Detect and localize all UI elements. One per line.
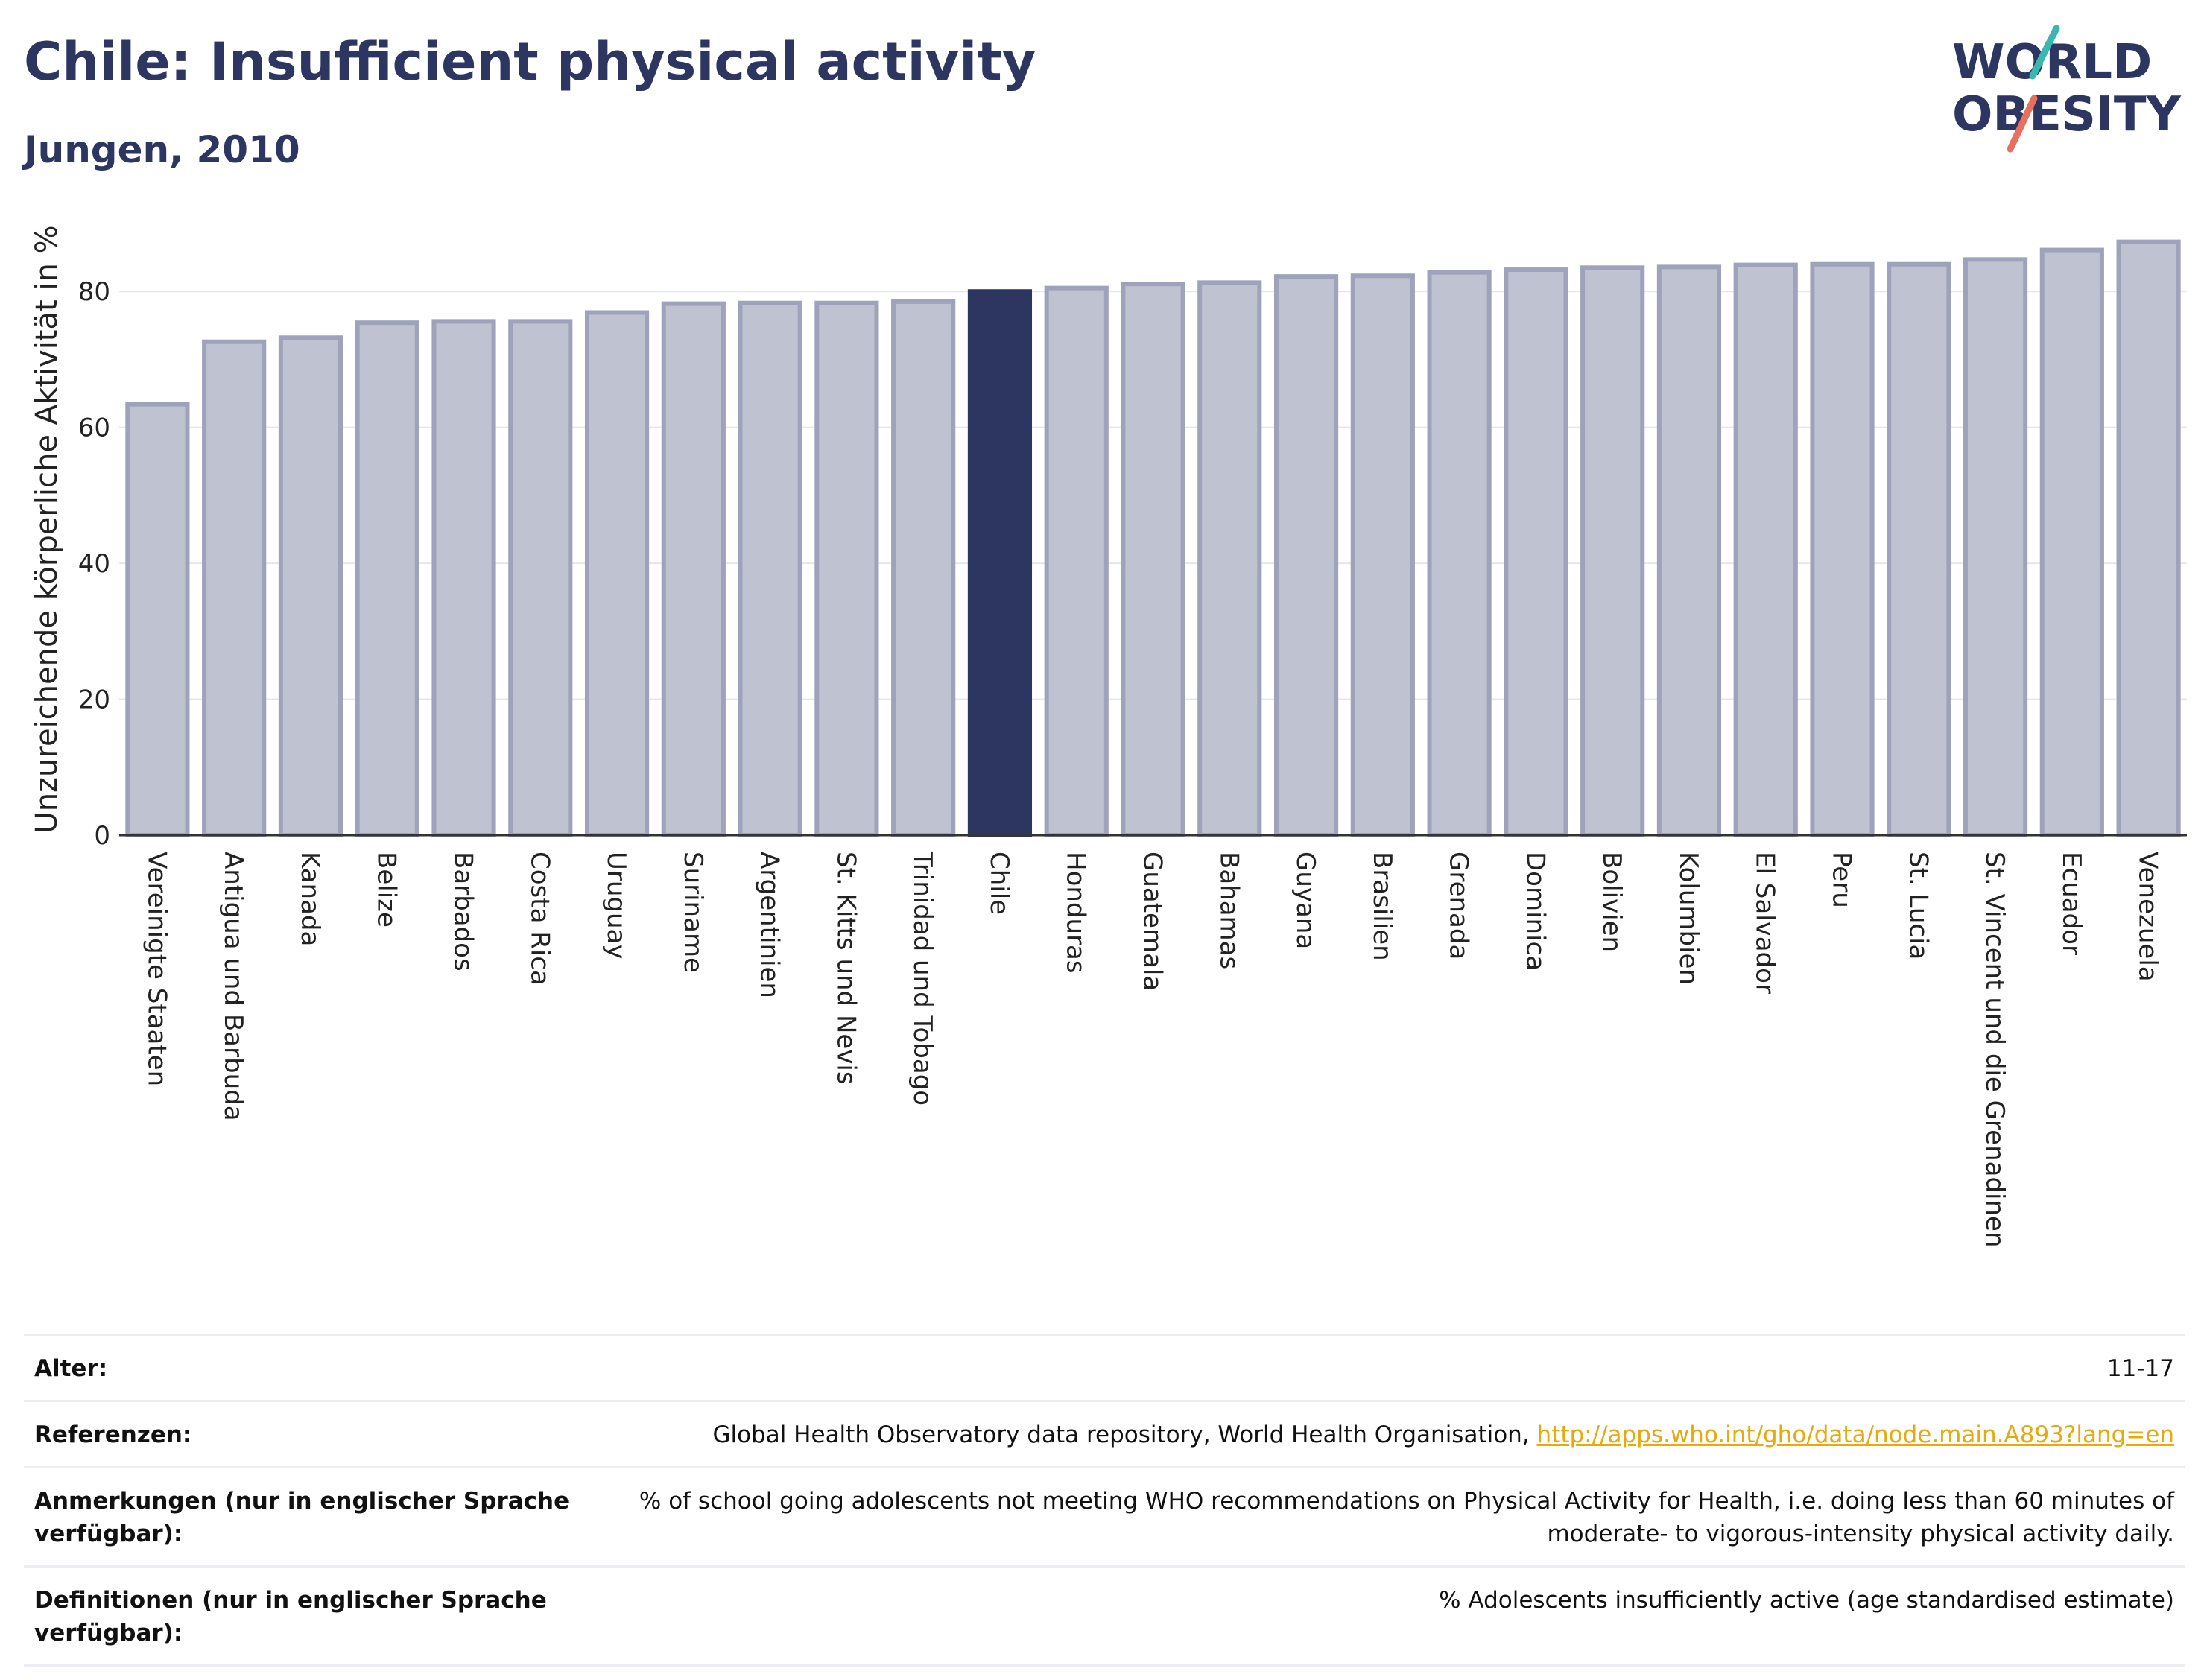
x-tick-label: Guyana	[1291, 852, 1320, 949]
meta-value-notes: % of school going adolescents not meetin…	[589, 1466, 2185, 1567]
x-tick-label: St. Kitts und Nevis	[831, 852, 861, 1085]
bar	[1810, 261, 1875, 837]
x-tick-label: Costa Rica	[525, 852, 554, 986]
y-tick-label: 20	[78, 685, 110, 715]
meta-key-references: Referenzen:	[24, 1400, 589, 1468]
x-tick-label: Kanada	[295, 852, 325, 946]
meta-value-references: Global Health Observatory data repositor…	[589, 1400, 2185, 1468]
bar	[738, 300, 802, 838]
x-tick-label: Venezuela	[2133, 852, 2163, 982]
bar	[355, 320, 419, 837]
bar	[2039, 247, 2104, 837]
x-tick-label: Trinidad und Tobago	[908, 851, 937, 1106]
x-tick-label: Dominica	[1520, 852, 1550, 971]
meta-row-references: Referenzen: Global Health Observatory da…	[24, 1400, 2185, 1468]
x-tick-label: Kolumbien	[1673, 852, 1703, 985]
bar	[661, 301, 726, 837]
bar	[967, 289, 1033, 837]
y-tick-label: 80	[78, 277, 110, 307]
y-tick-label: 40	[78, 549, 110, 579]
bar	[1121, 282, 1185, 837]
reference-text: Global Health Observatory data repositor…	[712, 1421, 1530, 1448]
meta-row-age: Alter: 11-17	[24, 1334, 2185, 1401]
bar	[1504, 267, 1568, 837]
x-tick-label: Bahamas	[1214, 852, 1244, 969]
x-tick-label: El Salvador	[1750, 852, 1780, 994]
bar-chart: 0 20 40 60 80 Unzureichende körperliche Aktiv…	[30, 225, 2187, 1248]
bar	[2116, 239, 2181, 837]
x-tick-label: Belize	[372, 852, 402, 928]
bar	[1887, 261, 1951, 837]
bar	[1963, 257, 2028, 837]
bar	[508, 319, 573, 837]
bar	[431, 319, 496, 837]
meta-row-notes: Anmerkungen (nur in englischer Sprache v…	[24, 1466, 2185, 1567]
y-axis-label: Unzureichende körperliche Aktivität in %	[30, 225, 64, 833]
x-tick-label: St. Lucia	[1903, 852, 1933, 960]
bar	[1656, 264, 1722, 838]
x-tick-label: Chile	[984, 852, 1014, 915]
x-tick-label: Uruguay	[601, 852, 631, 960]
logo-slash-teal	[2029, 25, 2060, 80]
meta-key-definitions: Definitionen (nur in englischer Sprache …	[24, 1565, 589, 1667]
bar	[1580, 265, 1645, 837]
x-tick-label: St. Vincent und die Grenadinen	[1980, 852, 2010, 1248]
bar	[1273, 274, 1339, 837]
logo-line-obesity: OBESITY	[1952, 87, 2181, 142]
bar	[1197, 280, 1262, 837]
x-tick-label: Honduras	[1061, 852, 1091, 974]
page-subtitle: Jungen, 2010	[24, 128, 300, 171]
x-tick-label: Grenada	[1444, 852, 1474, 960]
x-tick-label: Antigua und Barbuda	[218, 852, 248, 1121]
meta-value-definitions: % Adolescents insufficiently active (age…	[589, 1565, 2185, 1667]
world-obesity-logo: WORLD OBESITY	[1952, 25, 2181, 153]
bar	[278, 335, 343, 837]
bar	[1733, 262, 1798, 837]
x-tick-label: Barbados	[449, 852, 478, 971]
x-tick-label: Suriname	[678, 852, 708, 973]
meta-key-age: Alter:	[24, 1334, 589, 1401]
reference-link[interactable]: http://apps.who.int/gho/data/node.main.A…	[1536, 1421, 2174, 1448]
x-tick-label: Vereinigte Staaten	[142, 852, 171, 1086]
bar	[202, 339, 267, 837]
y-tick-label: 0	[94, 821, 110, 851]
metadata-table: Alter: 11-17 Referenzen: Global Health O…	[24, 1334, 2185, 1667]
x-tick-label: Brasilien	[1367, 852, 1397, 961]
meta-row-definitions: Definitionen (nur in englischer Sprache …	[24, 1565, 2185, 1667]
x-tick-label: Argentinien	[755, 852, 785, 998]
meta-key-notes: Anmerkungen (nur in englischer Sprache v…	[24, 1466, 589, 1567]
x-tick-label: Guatemala	[1138, 852, 1168, 991]
bar	[814, 300, 879, 838]
x-tick-label: Ecuador	[2056, 852, 2086, 955]
bar	[584, 310, 650, 837]
bar	[1350, 273, 1415, 838]
x-tick-label: Peru	[1827, 852, 1857, 908]
bar	[125, 402, 190, 837]
bar	[1427, 270, 1492, 837]
page-title: Chile: Insufficient physical activity	[24, 31, 1036, 92]
bar	[1044, 285, 1109, 837]
y-tick-label: 60	[78, 413, 110, 443]
x-tick-label: Bolivien	[1597, 852, 1627, 952]
bar	[891, 299, 956, 837]
meta-value-age: 11-17	[589, 1334, 2185, 1401]
logo-slash-coral	[2007, 95, 2038, 153]
